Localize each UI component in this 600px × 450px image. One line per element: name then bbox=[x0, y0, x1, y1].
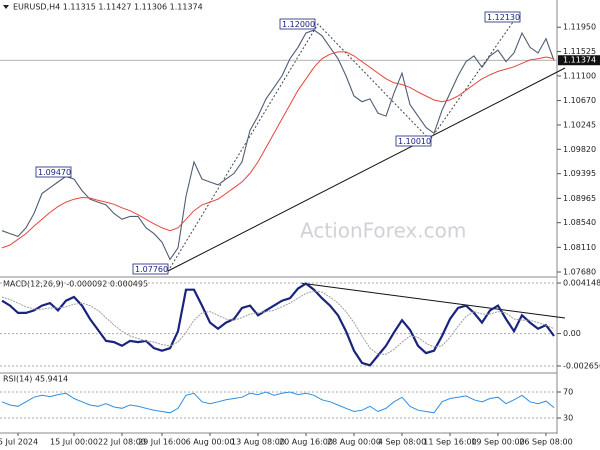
series-line bbox=[1, 290, 555, 355]
series-line bbox=[1, 391, 555, 414]
y-tick-label: 1.10245 bbox=[563, 120, 596, 129]
annotation-box bbox=[35, 166, 72, 178]
x-tick-label: 26 Sep 08:00 bbox=[519, 438, 572, 447]
x-tick-label: 19 Sep 00:00 bbox=[471, 438, 524, 447]
x-tick-label: 4 Sep 08:00 bbox=[378, 438, 426, 447]
series-line bbox=[1, 282, 555, 367]
annotation-box bbox=[279, 18, 316, 30]
x-tick-label: 11 Sep 16:00 bbox=[423, 438, 476, 447]
x-tick-label: 22 Jul 08:00 bbox=[98, 438, 146, 447]
annotation-label: 1.07760 bbox=[135, 265, 168, 274]
y-tick-label: 1.08965 bbox=[563, 194, 596, 203]
annotation-box bbox=[484, 11, 521, 23]
rsi-title: RSI(14) 45.9414 bbox=[3, 375, 68, 384]
x-tick-label: 5 Jul 2024 bbox=[0, 438, 38, 447]
macd-title: MACD(12,26,9) -0.000092 0.000495 bbox=[3, 280, 148, 289]
y-tick-label: -0.002656 bbox=[563, 361, 600, 370]
series-line bbox=[1, 29, 555, 261]
annotation-label: 1.09470 bbox=[38, 168, 71, 177]
menu-icon bbox=[3, 5, 9, 9]
macd-trendline bbox=[299, 282, 566, 319]
current-price-box bbox=[558, 55, 600, 66]
x-tick-label: 6 Aug 00:00 bbox=[186, 438, 235, 447]
y-tick-label: 1.07680 bbox=[563, 267, 596, 276]
x-tick-label: 15 Jul 00:00 bbox=[50, 438, 98, 447]
price-title: EURUSD,H4 1.11315 1.11427 1.11306 1.1137… bbox=[13, 3, 203, 12]
y-tick-label: 1.11950 bbox=[563, 23, 596, 32]
annotation-label: 1.12000 bbox=[282, 20, 315, 29]
y-tick-label: 30 bbox=[563, 414, 573, 423]
y-tick-label: 1.10670 bbox=[563, 96, 596, 105]
y-tick-label: 1.11100 bbox=[563, 71, 596, 80]
annotation-box bbox=[395, 135, 432, 147]
annotation-label: 1.10010 bbox=[398, 137, 431, 146]
series-line bbox=[1, 51, 555, 249]
current-price-label: 1.11374 bbox=[563, 56, 596, 65]
y-tick-label: 0.004148 bbox=[563, 279, 600, 288]
support-trendline bbox=[167, 67, 566, 272]
x-tick-label: 28 Aug 00:00 bbox=[327, 438, 381, 447]
annotation-label: 1.12130 bbox=[487, 13, 520, 22]
annotation-box bbox=[132, 263, 169, 275]
y-tick-label: 1.11525 bbox=[563, 47, 596, 56]
y-tick-label: 1.08540 bbox=[563, 218, 596, 227]
x-tick-label: 13 Aug 08:00 bbox=[231, 438, 285, 447]
x-tick-label: 29 Jul 16:00 bbox=[138, 438, 186, 447]
y-tick-label: 70 bbox=[563, 388, 573, 397]
y-tick-label: 1.09395 bbox=[563, 169, 596, 178]
y-tick-label: 0.00 bbox=[563, 329, 581, 338]
y-tick-label: 1.09820 bbox=[563, 145, 596, 154]
wave-count-line bbox=[169, 14, 519, 269]
y-tick-label: 1.08110 bbox=[563, 243, 596, 252]
x-tick-label: 20 Aug 16:00 bbox=[279, 438, 333, 447]
watermark: ActionForex.com bbox=[300, 219, 466, 243]
